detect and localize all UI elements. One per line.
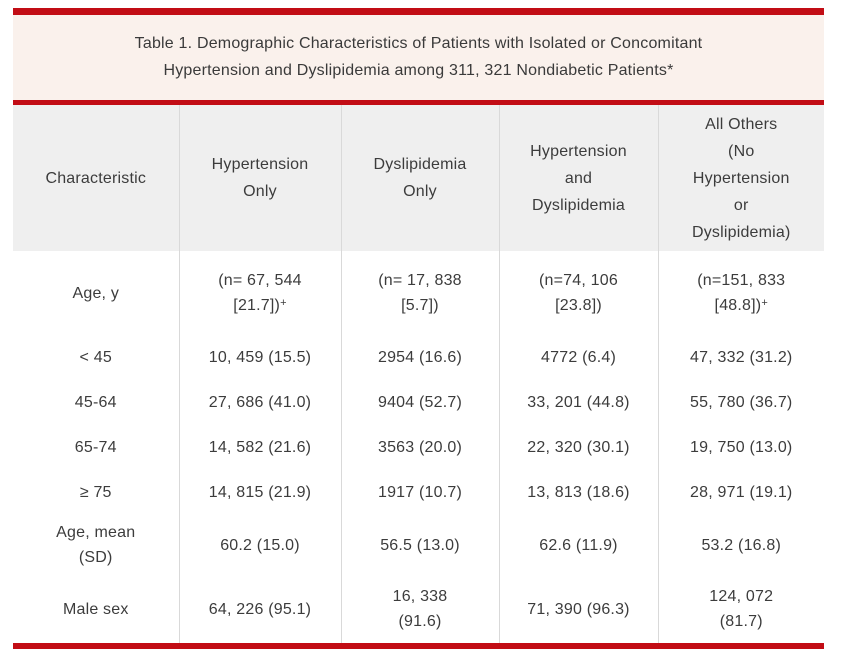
superscript-plus: + xyxy=(280,297,287,309)
cell-text: (n=74, 106 [23.8]) xyxy=(539,272,618,314)
cell-text: 28, 971 (19.1) xyxy=(690,484,793,501)
data-cell: 10, 459 (15.5) xyxy=(178,335,341,380)
table-row-45-64: 45-64 27, 686 (41.0) 9404 (52.7) 33, 201… xyxy=(13,380,824,425)
data-cell: 60.2 (15.0) xyxy=(178,515,341,575)
column-header-label: Hypertension and Dyslipidemia xyxy=(530,142,627,214)
column-header-label: Characteristic xyxy=(45,169,147,187)
cell-text: 22, 320 (30.1) xyxy=(527,439,630,456)
data-cell: 16, 338 (91.6) xyxy=(340,575,499,643)
column-header-hypertension-and-dyslipidemia: Hypertension and Dyslipidemia xyxy=(498,105,658,251)
demographics-table: Characteristic Hypertension Only Dyslipi… xyxy=(13,105,824,643)
cell-text: 56.5 (13.0) xyxy=(380,536,460,554)
data-cell: 55, 780 (36.7) xyxy=(657,380,824,425)
row-label: 65-74 xyxy=(13,425,179,470)
column-header-hypertension-only: Hypertension Only xyxy=(178,105,341,251)
row-label-text: ≥ 75 xyxy=(79,484,112,501)
data-cell: 33, 201 (44.8) xyxy=(498,380,658,425)
data-cell: 62.6 (11.9) xyxy=(498,515,658,575)
row-label: Male sex xyxy=(13,575,179,643)
cell-text: 4772 (6.4) xyxy=(541,349,616,366)
table-row-under-45: < 45 10, 459 (15.5) 2954 (16.6) 4772 (6.… xyxy=(13,335,824,380)
data-cell: (n= 17, 838 [5.7]) xyxy=(340,251,499,335)
cell-text: 3563 (20.0) xyxy=(377,439,463,456)
column-header-characteristic: Characteristic xyxy=(13,105,179,251)
table-title-band: Table 1. Demographic Characteristics of … xyxy=(13,15,824,105)
table-row-age-mean: Age, mean (SD) 60.2 (15.0) 56.5 (13.0) 6… xyxy=(13,515,824,575)
data-cell: 19, 750 (13.0) xyxy=(657,425,824,470)
table-row-65-74: 65-74 14, 582 (21.6) 3563 (20.0) 22, 320… xyxy=(13,425,824,470)
cell-text: 124, 072 (81.7) xyxy=(709,588,774,630)
data-cell: 27, 686 (41.0) xyxy=(178,380,341,425)
data-cell: 4772 (6.4) xyxy=(498,335,658,380)
data-cell: 56.5 (13.0) xyxy=(340,515,499,575)
row-label: < 45 xyxy=(13,335,179,380)
row-label-text: < 45 xyxy=(79,349,112,366)
data-cell: 1917 (10.7) xyxy=(340,470,499,515)
cell-text: 47, 332 (31.2) xyxy=(690,349,793,366)
table-row-age: Age, y (n= 67, 544 [21.7])+ (n= 17, 838 … xyxy=(13,251,824,335)
data-cell: 64, 226 (95.1) xyxy=(178,575,341,643)
column-header-label: Hypertension Only xyxy=(211,156,309,200)
row-label-text: 65-74 xyxy=(74,439,117,456)
cell-text: (n= 67, 544 [21.7]) xyxy=(218,272,302,314)
data-cell: 71, 390 (96.3) xyxy=(498,575,658,643)
cell-text: 9404 (52.7) xyxy=(377,394,463,411)
row-label-text: Age, y xyxy=(72,284,120,302)
data-cell: 13, 813 (18.6) xyxy=(498,470,658,515)
data-cell: 28, 971 (19.1) xyxy=(657,470,824,515)
table-title: Table 1. Demographic Characteristics of … xyxy=(134,35,703,79)
table-bottom-rule xyxy=(13,643,824,649)
data-cell: (n=151, 833 [48.8])+ xyxy=(657,251,824,335)
data-cell: 3563 (20.0) xyxy=(340,425,499,470)
row-label: Age, y xyxy=(13,251,179,335)
cell-text: 10, 459 (15.5) xyxy=(208,349,312,366)
cell-text: (n= 17, 838 [5.7]) xyxy=(378,272,462,314)
table-header-row: Characteristic Hypertension Only Dyslipi… xyxy=(13,105,824,251)
cell-text: 60.2 (15.0) xyxy=(220,536,300,554)
data-cell: (n= 67, 544 [21.7])+ xyxy=(178,251,341,335)
column-header-dyslipidemia-only: Dyslipidemia Only xyxy=(340,105,499,251)
cell-text: 64, 226 (95.1) xyxy=(208,600,312,618)
data-cell: 124, 072 (81.7) xyxy=(657,575,824,643)
data-cell: 47, 332 (31.2) xyxy=(657,335,824,380)
column-header-label: Dyslipidemia Only xyxy=(373,156,467,200)
cell-text: 55, 780 (36.7) xyxy=(690,394,793,411)
data-cell: 9404 (52.7) xyxy=(340,380,499,425)
table-figure: Table 1. Demographic Characteristics of … xyxy=(13,8,824,649)
data-cell: 14, 582 (21.6) xyxy=(178,425,341,470)
row-label-text: 45-64 xyxy=(74,394,117,411)
cell-text: 1917 (10.7) xyxy=(377,484,463,501)
cell-text: 13, 813 (18.6) xyxy=(527,484,630,501)
cell-text: 27, 686 (41.0) xyxy=(208,394,312,411)
cell-text: 16, 338 (91.6) xyxy=(392,588,448,630)
cell-text: 14, 582 (21.6) xyxy=(208,439,312,456)
superscript-plus: + xyxy=(761,297,768,309)
table-row-75-plus: ≥ 75 14, 815 (21.9) 1917 (10.7) 13, 813 … xyxy=(13,470,824,515)
column-header-label: All Others (No Hypertension or Dyslipide… xyxy=(691,115,791,241)
row-label: Age, mean (SD) xyxy=(13,515,179,575)
column-header-all-others: All Others (No Hypertension or Dyslipide… xyxy=(657,105,824,251)
data-cell: 53.2 (16.8) xyxy=(657,515,824,575)
cell-text: 71, 390 (96.3) xyxy=(527,600,630,618)
table-top-rule xyxy=(13,8,824,15)
table-row-male-sex: Male sex 64, 226 (95.1) 16, 338 (91.6) 7… xyxy=(13,575,824,643)
cell-text: 19, 750 (13.0) xyxy=(690,439,793,456)
row-label-text: Male sex xyxy=(62,600,129,618)
row-label-text: Age, mean (SD) xyxy=(56,524,136,566)
data-cell: 14, 815 (21.9) xyxy=(178,470,341,515)
row-label: 45-64 xyxy=(13,380,179,425)
cell-text: 53.2 (16.8) xyxy=(701,536,782,554)
cell-text: 2954 (16.6) xyxy=(377,349,463,366)
cell-text: (n=151, 833 [48.8]) xyxy=(697,272,786,314)
row-label: ≥ 75 xyxy=(13,470,179,515)
cell-text: 33, 201 (44.8) xyxy=(527,394,630,411)
data-cell: 2954 (16.6) xyxy=(340,335,499,380)
cell-text: 62.6 (11.9) xyxy=(539,536,618,554)
data-cell: (n=74, 106 [23.8]) xyxy=(498,251,658,335)
cell-text: 14, 815 (21.9) xyxy=(208,484,312,501)
data-cell: 22, 320 (30.1) xyxy=(498,425,658,470)
